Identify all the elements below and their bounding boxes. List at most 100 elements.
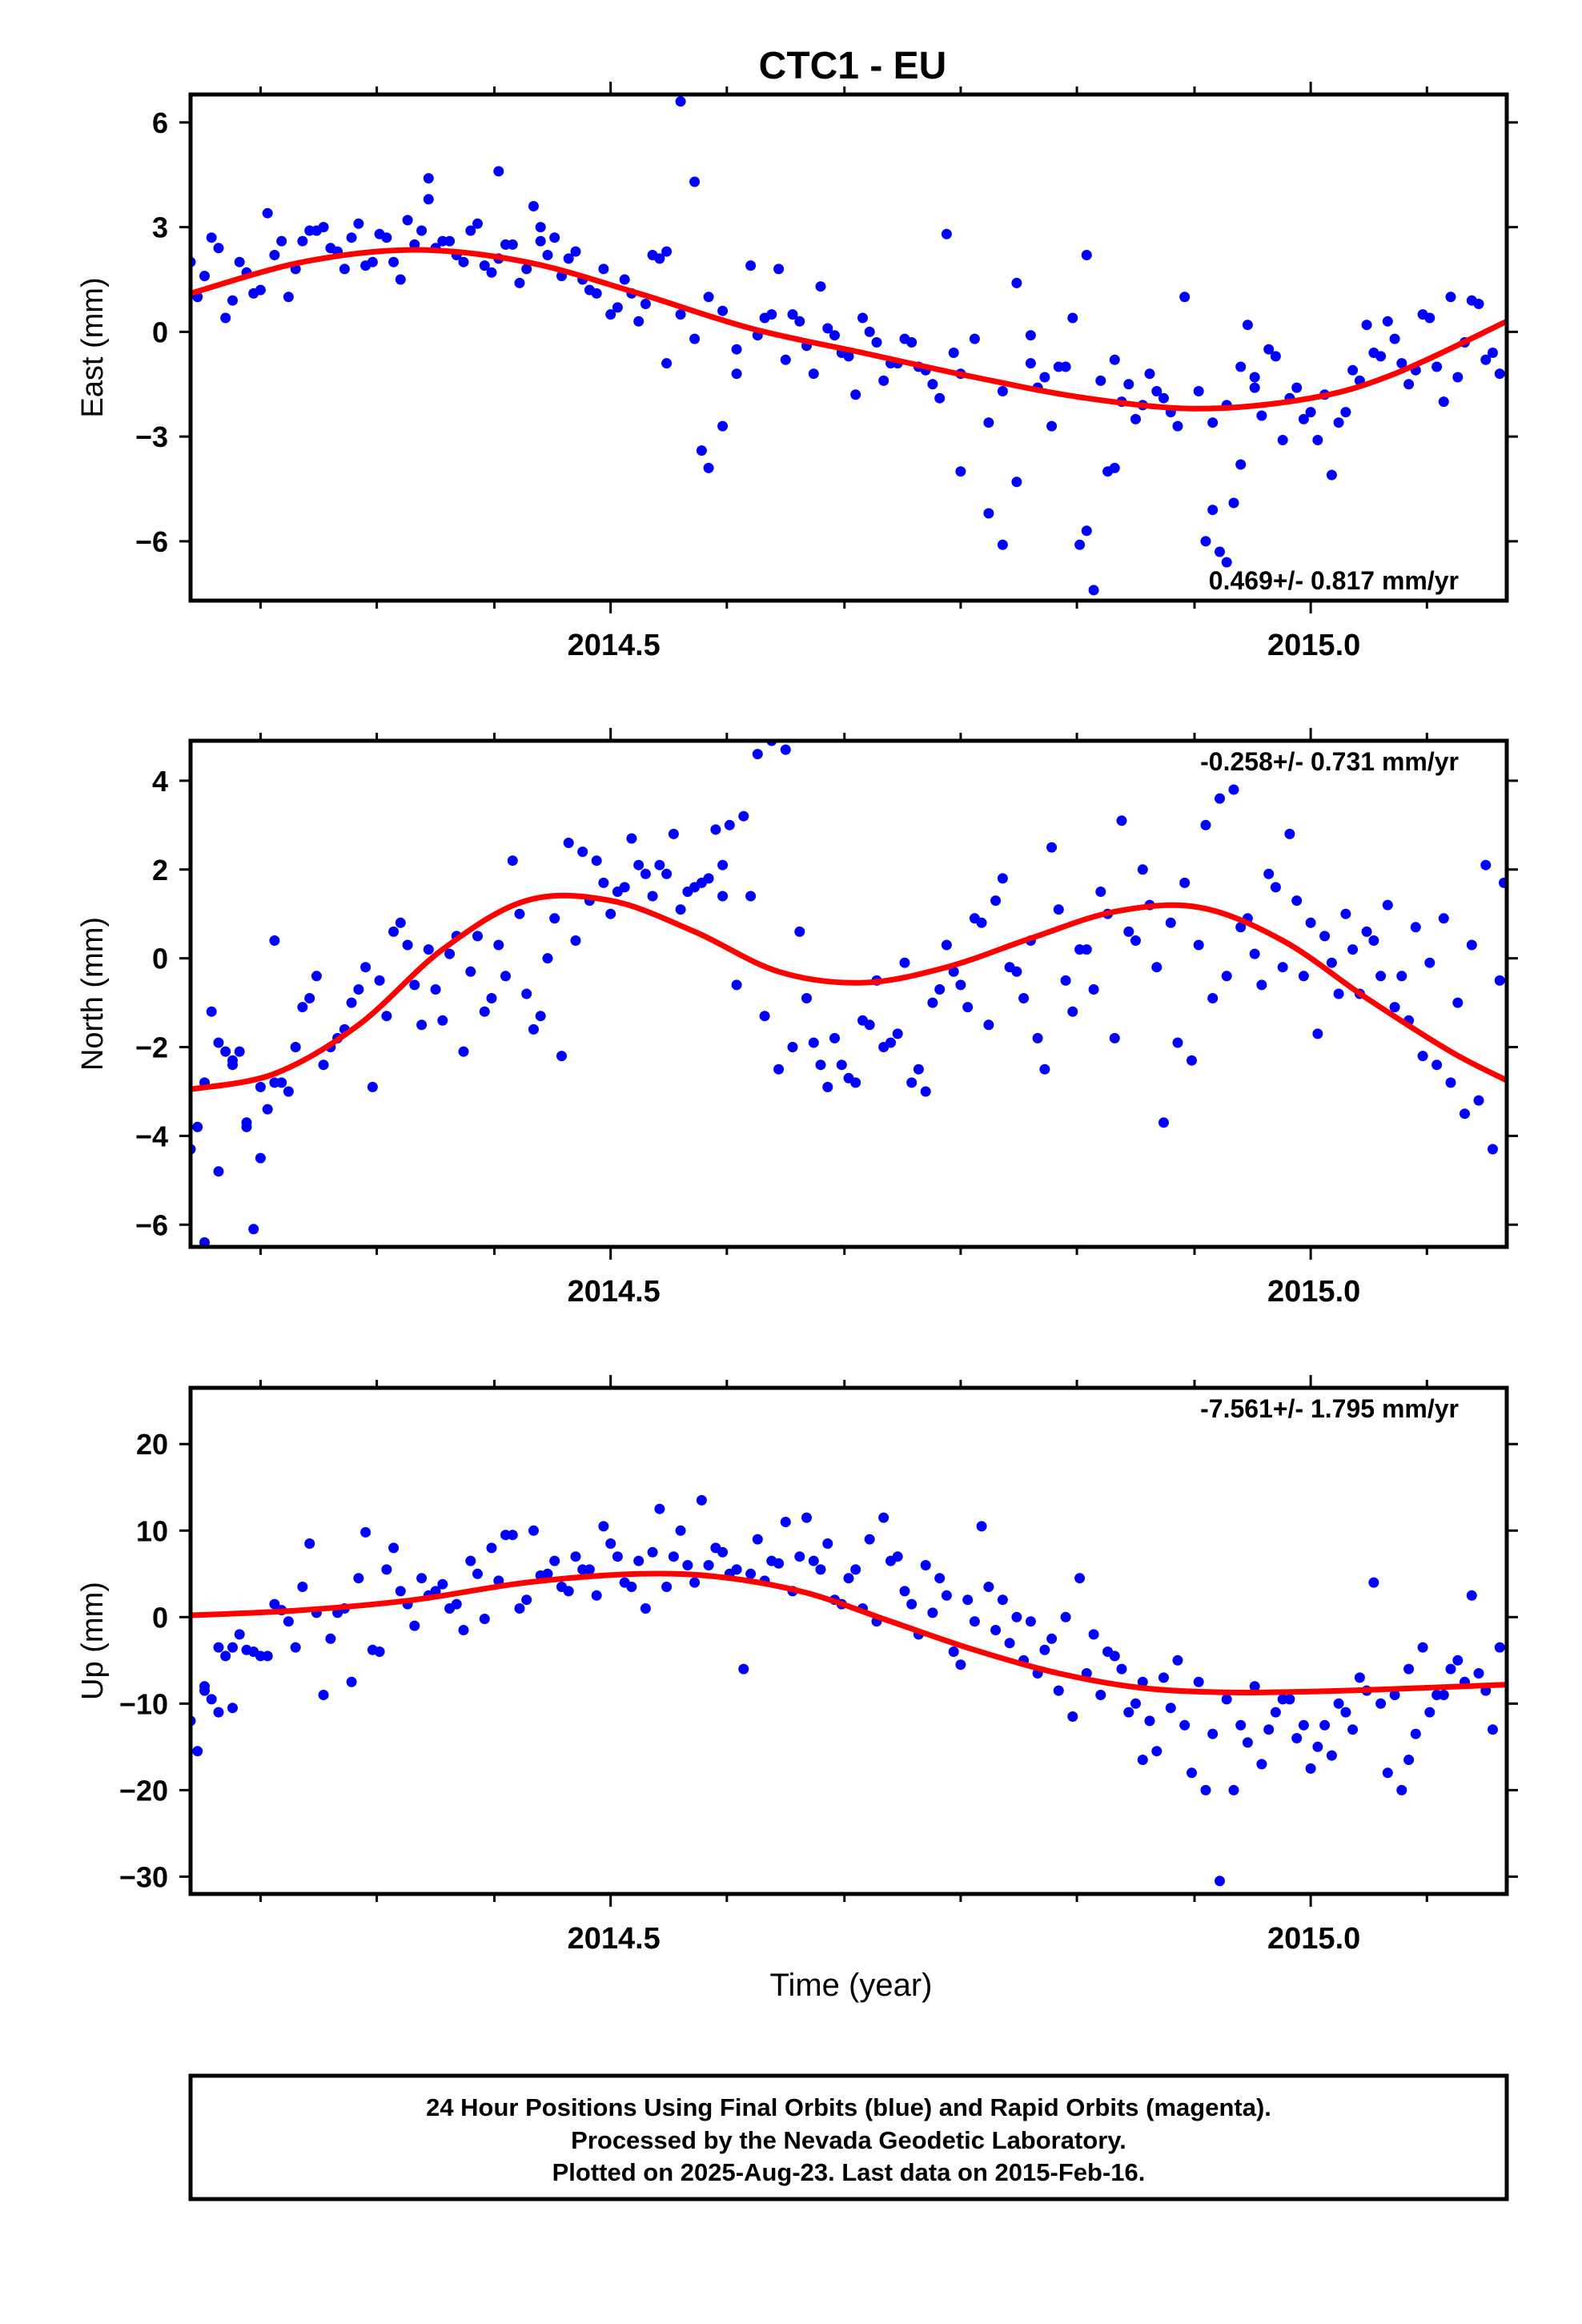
data-point xyxy=(1004,1638,1015,1649)
data-point xyxy=(815,1059,826,1071)
data-point xyxy=(570,246,581,257)
data-point xyxy=(640,868,651,879)
data-point xyxy=(1074,944,1086,955)
data-point xyxy=(1039,1063,1050,1075)
data-point xyxy=(878,375,889,386)
data-point xyxy=(241,1117,252,1128)
data-point xyxy=(1074,1573,1086,1584)
data-point xyxy=(549,913,560,924)
data-point xyxy=(661,246,673,257)
data-point xyxy=(892,1551,903,1562)
data-point xyxy=(262,1651,273,1662)
data-point xyxy=(801,993,812,1003)
data-point xyxy=(920,1086,931,1097)
data-point xyxy=(906,1077,917,1088)
y-tick-label: −6 xyxy=(135,525,168,558)
data-point xyxy=(675,96,686,107)
data-point xyxy=(682,887,693,897)
data-point xyxy=(374,228,385,239)
panel-data xyxy=(191,96,1507,596)
data-point xyxy=(1186,1767,1197,1779)
data-point xyxy=(1151,962,1162,973)
data-point xyxy=(437,1015,448,1026)
data-point xyxy=(927,1607,938,1618)
y-axis-label: Up (mm) xyxy=(76,1582,110,1700)
data-point xyxy=(717,420,729,432)
data-point xyxy=(479,260,490,271)
data-point xyxy=(1460,1108,1470,1120)
data-point xyxy=(1417,1642,1428,1653)
data-point xyxy=(1488,1724,1498,1735)
data-point xyxy=(1215,546,1225,557)
data-point xyxy=(1011,476,1022,488)
data-point xyxy=(346,997,357,1008)
data-point xyxy=(661,1582,673,1592)
x-tick-label: 2015.0 xyxy=(1267,629,1360,662)
data-point xyxy=(563,838,574,848)
x-tick-label: 2014.5 xyxy=(568,629,661,662)
data-point xyxy=(906,1598,917,1610)
data-point xyxy=(248,287,259,299)
data-point xyxy=(1312,1741,1323,1752)
data-point xyxy=(1291,895,1303,907)
data-point xyxy=(661,358,673,369)
data-point xyxy=(1445,292,1456,303)
data-point xyxy=(836,1059,847,1071)
data-point xyxy=(1186,1055,1197,1066)
data-point xyxy=(248,1647,259,1657)
data-point xyxy=(1284,1694,1295,1705)
data-point xyxy=(927,379,938,390)
data-point xyxy=(983,417,994,428)
data-point xyxy=(318,1690,329,1700)
data-point xyxy=(493,939,504,951)
data-point xyxy=(1403,1663,1415,1675)
panel-1: 6 3 0 −3 −6 2014.5 2015.0 East (mm) 0.469+/- 0.8… xyxy=(76,82,1518,662)
y-tick-label: −20 xyxy=(119,1774,168,1807)
fit-curve xyxy=(191,247,1507,412)
data-point xyxy=(199,271,210,282)
footer-line-3: Plotted on 2025-Aug-23. Last data on 201… xyxy=(552,2158,1146,2186)
data-point xyxy=(1347,1724,1359,1735)
data-point xyxy=(1046,1633,1058,1644)
y-tick-label: −10 xyxy=(119,1687,168,1720)
data-point xyxy=(703,1560,714,1570)
data-point xyxy=(843,1573,854,1584)
data-point xyxy=(710,824,721,835)
y-tick-label: −2 xyxy=(135,1031,168,1064)
data-point xyxy=(1228,784,1239,795)
data-point xyxy=(850,1077,861,1088)
data-point xyxy=(689,333,701,344)
data-point xyxy=(1067,312,1078,324)
data-point xyxy=(570,1551,581,1562)
data-point xyxy=(213,1707,224,1718)
data-point xyxy=(1368,348,1379,358)
data-point xyxy=(612,1551,623,1562)
data-point xyxy=(1242,1737,1253,1748)
data-point xyxy=(1396,358,1407,369)
data-point xyxy=(808,1555,819,1566)
data-point xyxy=(1438,396,1449,408)
data-point xyxy=(1277,962,1288,973)
y-tick-label: −6 xyxy=(135,1208,168,1241)
data-point xyxy=(318,1059,329,1071)
data-point xyxy=(1067,1711,1078,1722)
data-point xyxy=(528,1023,539,1035)
data-point xyxy=(486,1542,497,1554)
data-point xyxy=(1039,372,1050,383)
data-point xyxy=(1375,971,1387,982)
data-point xyxy=(1011,1611,1022,1622)
data-point xyxy=(1270,1707,1281,1718)
data-point xyxy=(1298,413,1309,424)
data-point xyxy=(1151,1746,1162,1757)
footer-line-1: 24 Hour Positions Using Final Orbits (bl… xyxy=(426,2093,1271,2121)
data-point xyxy=(255,1081,266,1092)
data-point xyxy=(969,1616,980,1627)
data-point xyxy=(199,1237,210,1247)
data-point xyxy=(1235,459,1247,470)
data-point xyxy=(724,819,735,830)
data-point xyxy=(423,173,434,184)
data-point xyxy=(514,1603,525,1614)
data-point xyxy=(787,309,798,320)
data-point xyxy=(500,1530,511,1541)
